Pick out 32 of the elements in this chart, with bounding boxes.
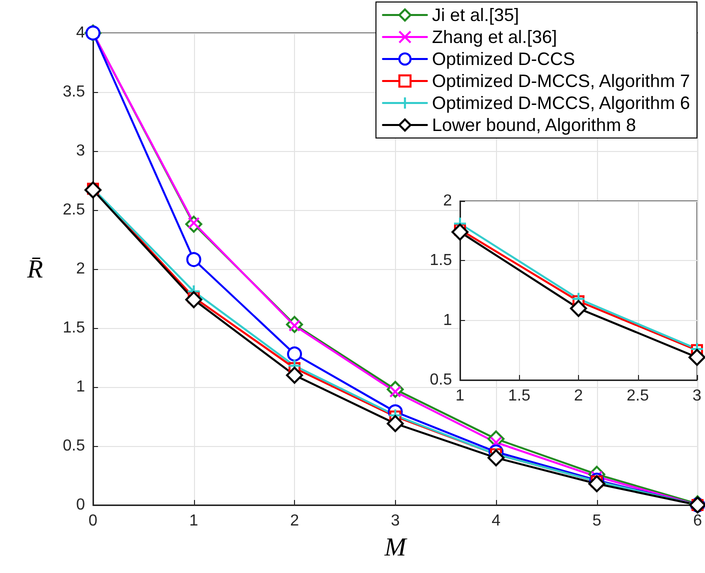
x-tick-label: 1.5 [508, 388, 530, 404]
legend-label: Zhang et al.[36] [432, 27, 558, 47]
legend-label: Ji et al.[35] [432, 5, 519, 25]
x-tick-label: 2 [574, 388, 584, 404]
y-tick-label: 1.5 [62, 320, 86, 336]
x-tick-label: 6 [693, 512, 702, 530]
x-tick-label: 2.5 [626, 388, 649, 404]
y-tick-label: 3 [76, 142, 86, 160]
x-tick-label: 0 [88, 512, 98, 530]
y-tick-label: 2 [443, 192, 452, 210]
y-tick-label: 0.5 [62, 438, 86, 454]
x-tick-label: 4 [492, 512, 501, 530]
legend-label: Optimized D-MCCS, Algorithm 7 [432, 71, 690, 91]
y-tick-label: 2 [76, 260, 86, 278]
x-tick-label: 3 [692, 388, 702, 404]
y-axis-title: R̄ [26, 254, 44, 284]
y-tick-label: 2.5 [62, 202, 86, 218]
x-tick-label: 2 [290, 512, 300, 530]
y-tick-label: 1.5 [430, 252, 452, 270]
y-tick-label: 0 [76, 496, 86, 514]
y-tick-label: 4 [76, 24, 86, 42]
y-tick-label: 3.5 [62, 84, 86, 100]
y-tick-label: 1 [443, 312, 452, 329]
x-tick-label: 3 [390, 512, 400, 530]
x-axis-title: M [383, 532, 408, 562]
y-tick-label: 0.5 [430, 372, 452, 388]
x-tick-label: 1 [456, 388, 465, 404]
x-tick-label: 1 [189, 512, 198, 530]
legend-label: Lower bound, Algorithm 8 [432, 115, 636, 135]
legend-label: Optimized D-MCCS, Algorithm 6 [432, 93, 690, 113]
x-tick-label: 5 [592, 512, 602, 530]
legend-label: Optimized D-CCS [432, 49, 575, 69]
